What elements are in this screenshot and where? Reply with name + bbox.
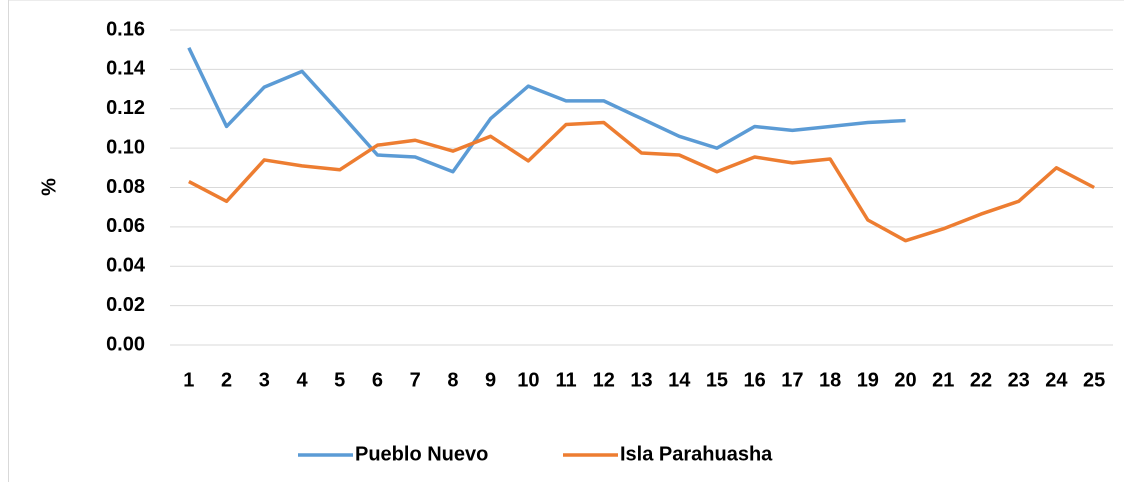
x-tick-label: 7 [410,369,421,391]
y-tick-label: 0.08 [106,176,145,198]
x-tick-label: 1 [183,369,194,391]
x-tick-label: 21 [932,369,954,391]
x-tick-label: 6 [372,369,383,391]
series-line [188,120,1095,243]
x-tick-label: 2 [221,369,232,391]
x-tick-label: 9 [485,369,496,391]
y-tick-label: 0.12 [106,97,145,119]
y-axis-label: % [38,178,60,196]
legend-label: Pueblo Nuevo [355,443,488,465]
x-tick-label: 24 [1045,369,1068,391]
chart-border [8,0,1124,482]
x-tick-label: 22 [970,369,992,391]
x-tick-label: 16 [744,369,766,391]
x-tick-label: 5 [334,369,345,391]
x-tick-label: 13 [630,369,652,391]
x-tick-label: 20 [894,369,916,391]
y-tick-label: 0.14 [106,58,146,80]
y-tick-label: 0.00 [106,333,145,355]
x-tick-label: 8 [447,369,458,391]
x-tick-label: 3 [259,369,270,391]
x-tick-label: 18 [819,369,841,391]
x-tick-label: 23 [1008,369,1030,391]
x-tick-label: 12 [593,369,615,391]
y-tick-label: 0.06 [106,215,145,237]
x-tick-label: 14 [668,369,691,391]
x-tick-label: 17 [781,369,803,391]
x-tick-label: 4 [296,369,308,391]
y-tick-label: 0.10 [106,136,145,158]
legend-label: Isla Parahuasha [620,443,773,465]
x-tick-label: 19 [857,369,879,391]
x-tick-label: 15 [706,369,728,391]
y-tick-label: 0.04 [106,255,146,277]
series-line [187,46,906,174]
y-tick-label: 0.02 [106,294,145,316]
x-tick-label: 11 [555,369,576,391]
x-tick-label: 25 [1083,369,1105,391]
x-tick-label: 10 [517,369,539,391]
y-tick-label: 0.16 [106,18,145,40]
